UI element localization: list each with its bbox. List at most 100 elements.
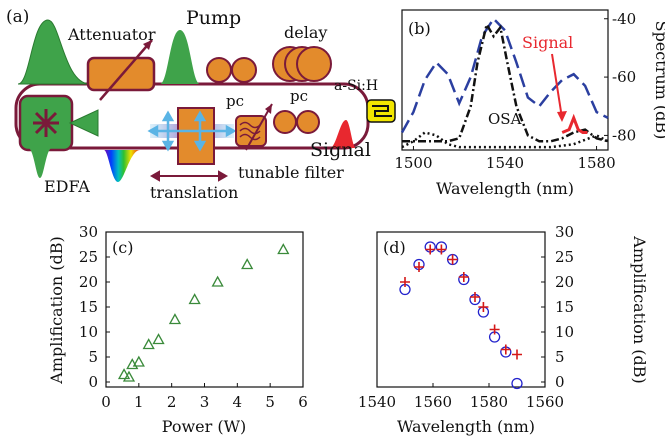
filter-arrow bbox=[245, 103, 273, 151]
spectrum-line-solid bbox=[561, 113, 588, 134]
ytick-label: 15 bbox=[555, 298, 574, 316]
power-chart: 0 1 2 3 4 5 6 0 5 10 15 20 25 30 (c) Power (W) Amplif… bbox=[47, 223, 308, 436]
grating-block bbox=[177, 107, 215, 165]
triangle-marker bbox=[241, 258, 254, 270]
triangle-marker bbox=[211, 275, 224, 287]
pc-loop-4 bbox=[296, 110, 320, 134]
ytick-label: 20 bbox=[555, 273, 574, 291]
panel-label-b: (b) bbox=[408, 19, 431, 38]
asih-label: a-Si:H bbox=[334, 78, 378, 94]
spectrum-line-dashed bbox=[400, 16, 609, 134]
panel-label-d: (d) bbox=[383, 238, 406, 257]
b-ytick-label: -40 bbox=[612, 10, 636, 28]
arrow-head-icon bbox=[143, 40, 152, 50]
pc-loop-2 bbox=[231, 57, 257, 83]
attenuator-arrow bbox=[99, 39, 153, 101]
xtick-label: 1 bbox=[134, 393, 144, 411]
triangle-marker bbox=[188, 293, 201, 305]
b-xtick-label: 1580 bbox=[577, 154, 615, 172]
xtick-label: 1580 bbox=[470, 393, 508, 411]
signal-arrow bbox=[551, 53, 563, 119]
triangle-marker bbox=[168, 313, 182, 325]
c-xlabel: Power (W) bbox=[162, 417, 247, 436]
arrow-head-icon-3 bbox=[557, 111, 567, 122]
signal-label: Signal bbox=[310, 139, 371, 161]
xtick-label: 1560 bbox=[414, 393, 452, 411]
delay-label: delay bbox=[284, 23, 327, 42]
triangle-marker bbox=[132, 355, 145, 367]
spectrum-line-dotted bbox=[401, 131, 609, 149]
edfa-amplifier-icon bbox=[68, 109, 99, 137]
signal-pulse-shape bbox=[330, 120, 356, 148]
xtick-label: 0 bbox=[101, 393, 111, 411]
spectrum-ticks: 1500 1540 1580 -40 -60 -80 bbox=[394, 10, 636, 172]
d-ylabel: Amplification (dB) bbox=[630, 235, 649, 383]
edfa-label: EDFA bbox=[44, 177, 90, 196]
b-xlabel: Wavelength (nm) bbox=[436, 179, 574, 198]
xtick-label: 6 bbox=[298, 393, 308, 411]
translation-arrow-icon bbox=[149, 170, 229, 182]
plus-marker bbox=[436, 244, 447, 255]
ytick-label: 5 bbox=[88, 348, 98, 366]
pc-loop-1 bbox=[206, 57, 232, 83]
ytick-label: 0 bbox=[555, 373, 565, 391]
b-xtick-label: 1540 bbox=[486, 154, 524, 172]
osa-annotation: OSA bbox=[488, 110, 522, 128]
plot-frame-d bbox=[376, 231, 546, 388]
b-ytick-label: -60 bbox=[612, 68, 636, 86]
b-ylabel: Spectrum (dB) bbox=[652, 21, 665, 140]
ytick-label: 5 bbox=[555, 348, 565, 366]
plus-marker bbox=[512, 349, 522, 360]
wavelength-ticks: 1540 1560 1580 1560 0 5 10 15 20 25 30 bbox=[358, 223, 574, 411]
wavelength-chart: 1540 1560 1580 1560 0 5 10 15 20 25 30 (d) Wavelen… bbox=[358, 223, 649, 436]
panel-label-a: (a) bbox=[6, 7, 29, 27]
triangle-marker bbox=[152, 333, 165, 345]
tunable-filter-label: tunable filter bbox=[238, 163, 344, 182]
pump-pulse-shape bbox=[160, 30, 200, 84]
ytick-label: 10 bbox=[79, 323, 98, 341]
circle-marker bbox=[511, 377, 523, 390]
waveguide-icon bbox=[372, 105, 392, 117]
green-pulse-shape bbox=[17, 19, 91, 85]
plus-marker bbox=[414, 262, 424, 272]
spectrum-line-dashdot bbox=[402, 21, 609, 143]
pc-loop-3 bbox=[273, 110, 297, 134]
ytick-label: 0 bbox=[88, 373, 98, 391]
broadband-pulse-shape bbox=[104, 150, 140, 182]
pump-label: Pump bbox=[186, 7, 241, 29]
translation-label: translation bbox=[150, 183, 238, 202]
plus-marker bbox=[458, 272, 469, 282]
spectrum-chart: 1500 1540 1580 -40 -60 -80 (b) OSA Signal Wav… bbox=[394, 9, 665, 198]
xtick-label: 3 bbox=[200, 393, 210, 411]
filter-wave-icon bbox=[239, 121, 261, 141]
ytick-label: 25 bbox=[79, 248, 98, 266]
power-series bbox=[117, 243, 290, 382]
ytick-label: 30 bbox=[555, 223, 574, 241]
pc-label-2: pc bbox=[290, 87, 308, 105]
signal-annotation: Signal bbox=[522, 33, 573, 52]
asterisk-icon bbox=[33, 109, 59, 137]
plus-marker bbox=[447, 254, 458, 265]
triangle-marker bbox=[277, 243, 290, 255]
d-xlabel: Wavelength (nm) bbox=[397, 417, 535, 436]
plus-marker bbox=[478, 302, 489, 312]
c-ylabel: Amplification (dB) bbox=[47, 236, 66, 384]
b-ytick-label: -80 bbox=[612, 126, 636, 144]
ytick-label: 15 bbox=[79, 298, 98, 316]
ytick-label: 30 bbox=[79, 223, 98, 241]
plus-marker bbox=[425, 244, 436, 255]
spectrum-series bbox=[400, 16, 609, 149]
pc-label-1: pc bbox=[226, 92, 244, 110]
xtick-label: 4 bbox=[233, 393, 243, 411]
plus-marker bbox=[400, 277, 410, 287]
cyan-arrows-icon bbox=[147, 110, 237, 152]
xtick-label: 2 bbox=[167, 393, 177, 411]
power-ticks: 0 1 2 3 4 5 6 0 5 10 15 20 25 30 bbox=[79, 223, 308, 411]
triangle-marker bbox=[126, 358, 139, 370]
b-xtick-label: 1500 bbox=[394, 154, 432, 172]
ytick-label: 25 bbox=[555, 248, 574, 266]
small-pulse-shape bbox=[28, 148, 52, 178]
attenuator-label: Attenuator bbox=[67, 25, 156, 44]
ytick-label: 10 bbox=[555, 323, 574, 341]
plus-marker bbox=[489, 324, 500, 335]
